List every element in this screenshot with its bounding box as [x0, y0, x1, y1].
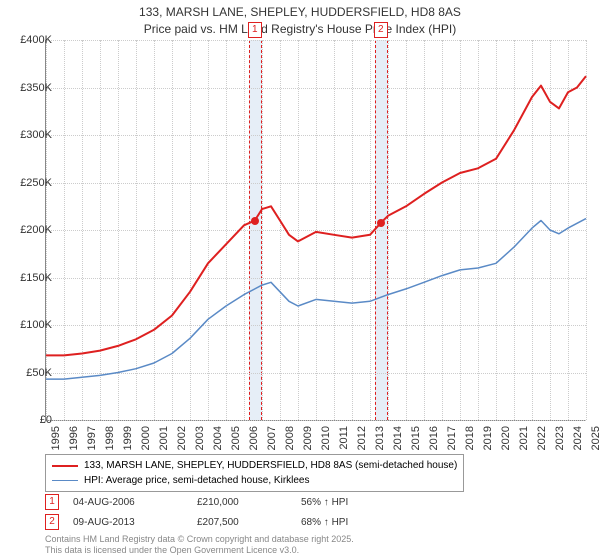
xtick-label: 2019 [482, 426, 494, 450]
xtick-label: 1996 [68, 426, 80, 450]
xtick-label: 2017 [446, 426, 458, 450]
legend-item: 133, MARSH LANE, SHEPLEY, HUDDERSFIELD, … [52, 458, 457, 473]
series-line [46, 76, 586, 355]
event-marker: 2 [374, 22, 388, 38]
ytick-label: £150K [20, 272, 52, 284]
chart-container: 133, MARSH LANE, SHEPLEY, HUDDERSFIELD, … [0, 0, 600, 560]
xtick-label: 2016 [428, 426, 440, 450]
ytick-label: £200K [20, 224, 52, 236]
sale-delta: 56% ↑ HPI [301, 497, 381, 508]
legend-label: HPI: Average price, semi-detached house,… [84, 473, 310, 488]
xtick-label: 2024 [572, 426, 584, 450]
xtick-label: 2020 [500, 426, 512, 450]
footer-line-1: Contains HM Land Registry data © Crown c… [45, 534, 354, 545]
ytick-label: £100K [20, 319, 52, 331]
series-line [46, 219, 586, 380]
xtick-label: 2023 [554, 426, 566, 450]
xtick-label: 2015 [410, 426, 422, 450]
sale-row: 2 09-AUG-2013 £207,500 68% ↑ HPI [45, 514, 381, 530]
xtick-label: 2022 [536, 426, 548, 450]
title-line-1: 133, MARSH LANE, SHEPLEY, HUDDERSFIELD, … [0, 4, 600, 21]
sale-marker-icon: 1 [45, 494, 59, 510]
ytick-label: £250K [20, 177, 52, 189]
xtick-label: 2008 [284, 426, 296, 450]
xtick-label: 1995 [50, 426, 62, 450]
xtick-label: 2012 [356, 426, 368, 450]
sale-table: 1 04-AUG-2006 £210,000 56% ↑ HPI 2 09-AUG-201… [45, 494, 381, 534]
chart-area: 1219951996199719981999200020012002200320… [45, 40, 585, 420]
title-line-2: Price paid vs. HM Land Registry's House … [0, 21, 600, 38]
gridline-h [46, 420, 586, 421]
sale-point [377, 219, 385, 227]
xtick-label: 2021 [518, 426, 530, 450]
plot-area: 1219951996199719981999200020012002200320… [45, 40, 586, 421]
xtick-label: 2025 [590, 426, 600, 450]
legend-swatch [52, 465, 78, 467]
ytick-label: £400K [20, 34, 52, 46]
xtick-label: 2014 [392, 426, 404, 450]
ytick-label: £350K [20, 82, 52, 94]
sale-date: 04-AUG-2006 [73, 497, 183, 508]
xtick-label: 2002 [176, 426, 188, 450]
ytick-label: £50K [26, 367, 52, 379]
gridline-v [586, 40, 587, 420]
sale-point [251, 217, 259, 225]
sale-delta: 68% ↑ HPI [301, 517, 381, 528]
sale-price: £210,000 [197, 497, 287, 508]
xtick-label: 2003 [194, 426, 206, 450]
xtick-label: 2007 [266, 426, 278, 450]
footer-line-2: This data is licensed under the Open Gov… [45, 545, 354, 556]
sale-row: 1 04-AUG-2006 £210,000 56% ↑ HPI [45, 494, 381, 510]
xtick-label: 1999 [122, 426, 134, 450]
xtick-label: 2001 [158, 426, 170, 450]
line-series-svg [46, 40, 586, 420]
xtick-label: 2010 [320, 426, 332, 450]
legend-item: HPI: Average price, semi-detached house,… [52, 473, 457, 488]
sale-marker-icon: 2 [45, 514, 59, 530]
footer-attribution: Contains HM Land Registry data © Crown c… [45, 534, 354, 556]
chart-title: 133, MARSH LANE, SHEPLEY, HUDDERSFIELD, … [0, 0, 600, 38]
xtick-label: 1997 [86, 426, 98, 450]
ytick-label: £300K [20, 129, 52, 141]
legend-label: 133, MARSH LANE, SHEPLEY, HUDDERSFIELD, … [84, 458, 457, 473]
ytick-label: £0 [40, 414, 52, 426]
xtick-label: 2013 [374, 426, 386, 450]
legend: 133, MARSH LANE, SHEPLEY, HUDDERSFIELD, … [45, 454, 464, 492]
xtick-label: 2011 [338, 426, 350, 450]
xtick-label: 2004 [212, 426, 224, 450]
sale-date: 09-AUG-2013 [73, 517, 183, 528]
event-marker: 1 [248, 22, 262, 38]
xtick-label: 2009 [302, 426, 314, 450]
xtick-label: 2018 [464, 426, 476, 450]
sale-price: £207,500 [197, 517, 287, 528]
legend-swatch [52, 480, 78, 481]
xtick-label: 2000 [140, 426, 152, 450]
xtick-label: 1998 [104, 426, 116, 450]
xtick-label: 2006 [248, 426, 260, 450]
xtick-label: 2005 [230, 426, 242, 450]
